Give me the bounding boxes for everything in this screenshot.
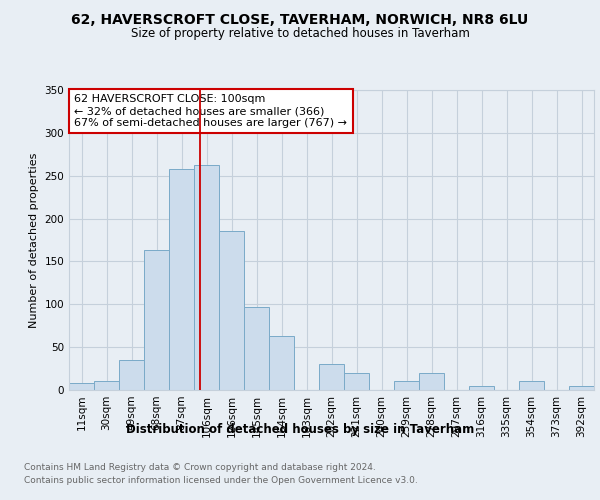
Text: Size of property relative to detached houses in Taverham: Size of property relative to detached ho…	[131, 28, 469, 40]
Bar	[144, 250, 169, 390]
Y-axis label: Number of detached properties: Number of detached properties	[29, 152, 39, 328]
Text: 62, HAVERSCROFT CLOSE, TAVERHAM, NORWICH, NR8 6LU: 62, HAVERSCROFT CLOSE, TAVERHAM, NORWICH…	[71, 12, 529, 26]
Bar	[269, 336, 294, 390]
Bar	[569, 386, 594, 390]
Bar	[119, 360, 144, 390]
Bar	[519, 382, 544, 390]
Bar	[319, 364, 344, 390]
Bar	[469, 386, 494, 390]
Text: 62 HAVERSCROFT CLOSE: 100sqm
← 32% of detached houses are smaller (366)
67% of s: 62 HAVERSCROFT CLOSE: 100sqm ← 32% of de…	[74, 94, 347, 128]
Bar	[69, 383, 94, 390]
Text: Distribution of detached houses by size in Taverham: Distribution of detached houses by size …	[126, 422, 474, 436]
Bar	[94, 382, 119, 390]
Bar	[394, 382, 419, 390]
Bar	[244, 307, 269, 390]
Text: Contains public sector information licensed under the Open Government Licence v3: Contains public sector information licen…	[24, 476, 418, 485]
Bar	[419, 373, 444, 390]
Bar	[219, 232, 244, 390]
Bar	[169, 169, 194, 390]
Bar	[344, 373, 369, 390]
Bar	[194, 166, 219, 390]
Text: Contains HM Land Registry data © Crown copyright and database right 2024.: Contains HM Land Registry data © Crown c…	[24, 462, 376, 471]
